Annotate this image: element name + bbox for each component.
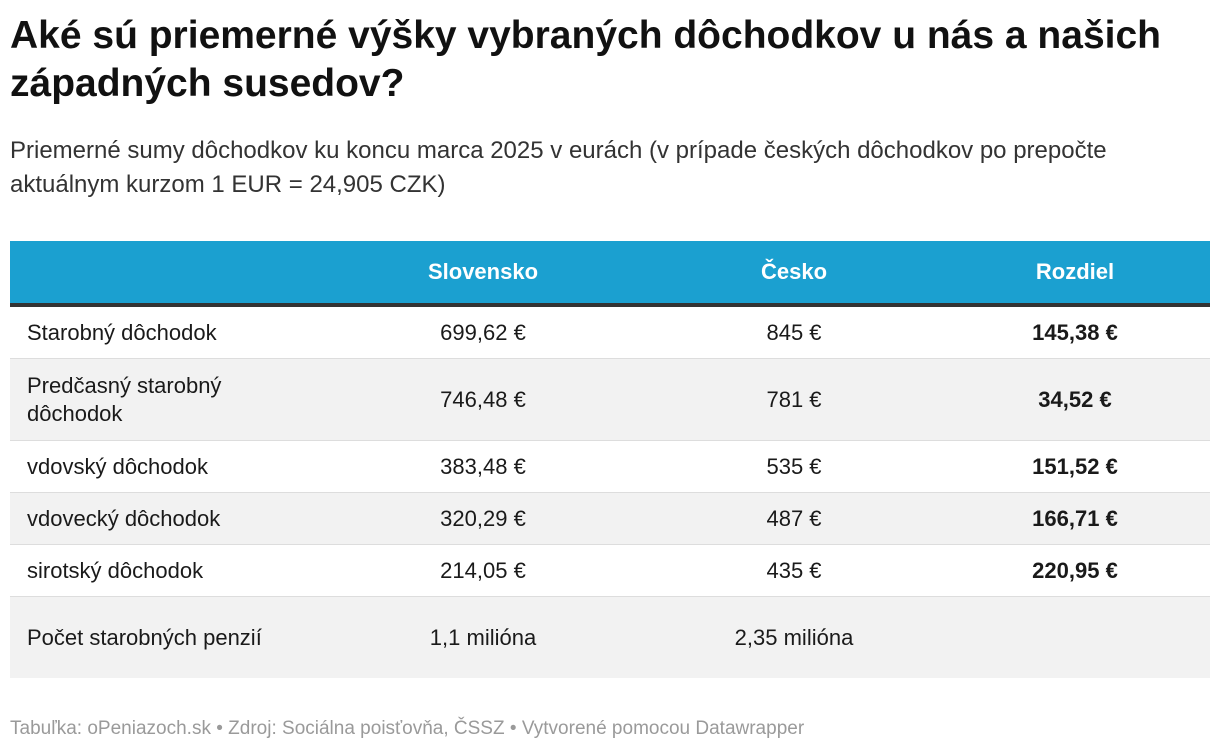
row-label: sirotský dôchodok bbox=[10, 544, 318, 597]
table-row: Predčasný starobný dôchodok 746,48 € 781… bbox=[10, 358, 1210, 441]
chart-subtitle: Priemerné sumy dôchodkov ku koncu marca … bbox=[10, 137, 1107, 198]
column-header-cesko: Česko bbox=[648, 241, 940, 307]
column-header-slovensko: Slovensko bbox=[318, 241, 648, 307]
footer-table-credit: Tabuľka: oPeniazoch.sk bbox=[10, 718, 211, 739]
table-row: Počet starobných penzií 1,1 milióna 2,35… bbox=[10, 596, 1210, 679]
table-row: Starobný dôchodok 699,62 € 845 € 145,38 … bbox=[10, 305, 1210, 359]
row-label: Predčasný starobný dôchodok bbox=[10, 358, 318, 441]
row-label: Starobný dôchodok bbox=[10, 305, 318, 359]
table-row: vdovský dôchodok 383,48 € 535 € 151,52 € bbox=[10, 440, 1210, 493]
cell-slovensko: 383,48 € bbox=[318, 440, 648, 493]
table-row: vdovecký dôchodok 320,29 € 487 € 166,71 … bbox=[10, 492, 1210, 545]
table-header-row: Slovensko Česko Rozdiel bbox=[10, 241, 1210, 307]
row-label: Počet starobných penzií bbox=[27, 624, 262, 650]
cell-slovensko: 214,05 € bbox=[318, 544, 648, 597]
table-row: sirotský dôchodok 214,05 € 435 € 220,95 … bbox=[10, 544, 1210, 597]
cell-slovensko: 746,48 € bbox=[318, 358, 648, 441]
footer-separator: • bbox=[210, 718, 229, 739]
row-label: vdovecký dôchodok bbox=[10, 492, 318, 545]
cell-slovensko: 320,29 € bbox=[318, 492, 648, 545]
chart-title: Aké sú priemerné výšky vybraných dôchodk… bbox=[10, 14, 1161, 105]
cell-cesko: 845 € bbox=[648, 305, 940, 359]
pension-table: Slovensko Česko Rozdiel Starobný dôchodo… bbox=[10, 241, 1210, 678]
column-header-rozdiel: Rozdiel bbox=[940, 241, 1210, 307]
cell-rozdiel: 34,52 € bbox=[940, 358, 1210, 441]
cell-rozdiel: 220,95 € bbox=[940, 544, 1210, 597]
cell-cesko: 487 € bbox=[648, 492, 940, 545]
cell-rozdiel: 151,52 € bbox=[940, 440, 1210, 493]
cell-cesko: 781 € bbox=[648, 358, 940, 441]
cell-slovensko: 699,62 € bbox=[318, 305, 648, 359]
cell-rozdiel: 145,38 € bbox=[940, 305, 1210, 359]
cell-cesko: 535 € bbox=[648, 440, 940, 493]
chart-footer: Tabuľka: oPeniazoch.sk • Zdroj: Sociálna… bbox=[10, 717, 1200, 741]
footer-separator: • bbox=[504, 718, 522, 739]
cell-rozdiel: 166,71 € bbox=[940, 492, 1210, 545]
cell-rozdiel bbox=[940, 597, 1210, 679]
cell-slovensko: 1,1 milióna bbox=[429, 624, 537, 650]
row-label: vdovský dôchodok bbox=[10, 440, 318, 493]
cell-cesko: 2,35 milióna bbox=[734, 624, 854, 650]
footer-source: Zdroj: Sociálna poisťovňa, ČSSZ bbox=[228, 718, 505, 739]
footer-created-with: Vytvorené pomocou Datawrapper bbox=[521, 718, 805, 739]
cell-cesko: 435 € bbox=[648, 544, 940, 597]
column-header-label bbox=[10, 241, 318, 307]
